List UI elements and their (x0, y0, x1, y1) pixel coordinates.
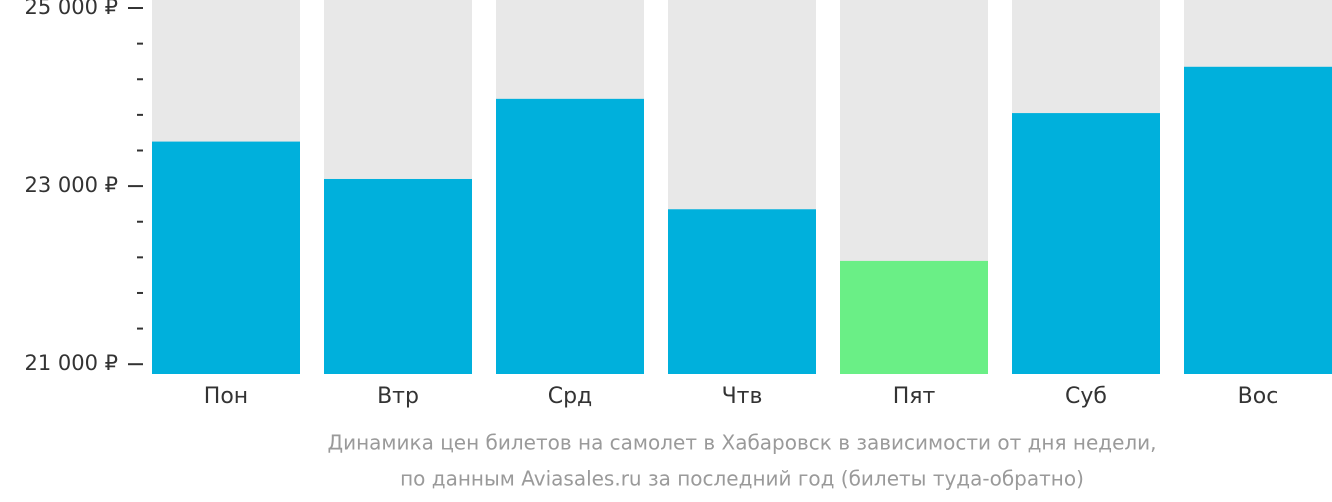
x-tick-label: Срд (548, 384, 593, 409)
x-tick-label: Вос (1238, 384, 1279, 409)
bar (1012, 113, 1160, 374)
x-tick-label: Пон (204, 384, 248, 409)
y-tick-label: 21 000 ₽ (24, 351, 118, 375)
caption-line: Динамика цен билетов на самолет в Хабаро… (327, 431, 1156, 455)
x-tick-label: Чтв (722, 384, 763, 409)
caption-line: по данным Aviasales.ru за последний год … (400, 467, 1084, 491)
y-tick-label: 25 000 ₽ (24, 0, 118, 19)
x-tick-label: Суб (1065, 384, 1107, 409)
bar (152, 141, 300, 374)
bar (1184, 66, 1332, 375)
x-tick-label: Втр (377, 384, 419, 409)
bar (840, 260, 988, 374)
bar (668, 209, 816, 374)
bar (496, 98, 644, 374)
bar (324, 178, 472, 374)
x-tick-label: Пят (893, 384, 936, 409)
y-tick-label: 23 000 ₽ (24, 173, 118, 197)
